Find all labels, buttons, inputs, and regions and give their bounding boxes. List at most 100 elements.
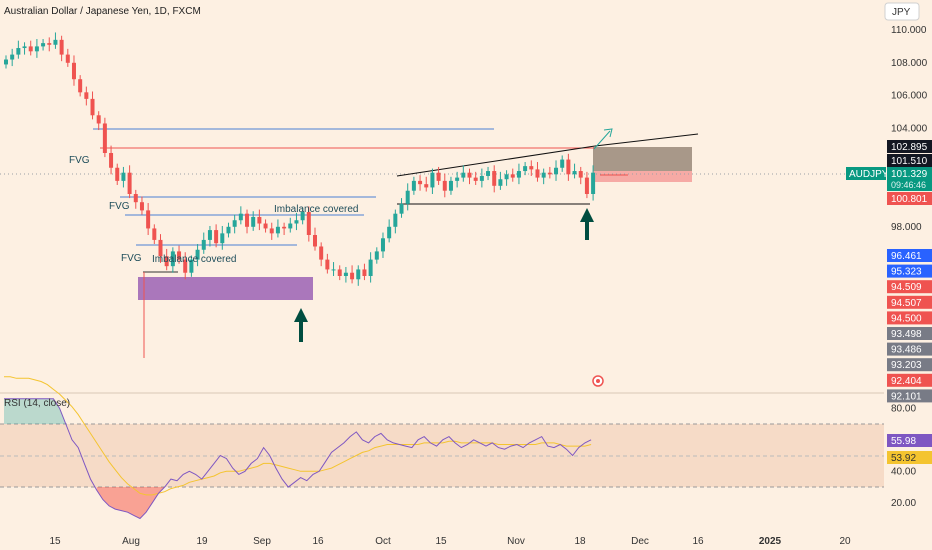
stacked-price-tag-text: 96.461: [891, 251, 922, 262]
stacked-price-tag: [887, 327, 932, 340]
rsi-tick-label: 40.00: [891, 466, 916, 477]
candle-down: [424, 176, 429, 192]
candle-up: [498, 171, 503, 190]
candle-up: [4, 55, 8, 69]
candle-down: [90, 91, 95, 120]
countdown-text: 09:46:46: [891, 180, 926, 190]
candle-up: [399, 198, 404, 218]
fvg-label-2: FVG: [109, 201, 130, 212]
stacked-price-tag: [887, 295, 932, 309]
candle-down: [547, 166, 552, 179]
price-tick-label: 106.000: [891, 91, 928, 102]
candle-up: [430, 168, 435, 194]
candle-up: [486, 166, 491, 181]
candle-down: [319, 242, 324, 267]
candle-up: [516, 163, 521, 185]
candle-down: [84, 86, 89, 106]
rsi-tick-label: 80.00: [891, 403, 916, 414]
time-axis[interactable]: 15 Aug 19 Sep 16 Oct 15 Nov 18 Dec 16 2025 20: [0, 530, 932, 550]
candle-up: [343, 266, 348, 283]
time-tick-label: 2025: [759, 536, 782, 547]
stacked-price-tag-text: 94.500: [891, 313, 922, 324]
time-tick-label: 15: [49, 536, 61, 547]
rsi-ma-tag: [887, 451, 932, 464]
rsi-value-text: 55.98: [891, 436, 916, 447]
candle-down: [313, 227, 317, 251]
candle-up: [461, 165, 466, 182]
candle-down: [133, 189, 138, 209]
price-tag-lower-text: 100.801: [891, 194, 928, 205]
candle-down: [263, 219, 268, 233]
rsi-pane[interactable]: RSI (14, close): [0, 376, 884, 520]
chart-title: Australian Dollar / Japanese Yen, 1D, FX…: [4, 6, 201, 17]
candle-up: [405, 183, 410, 211]
price-pane[interactable]: FVG FVG FVG Imbalance covered Imbalance …: [0, 32, 884, 387]
candle-up: [170, 247, 175, 273]
candle-up: [41, 39, 46, 51]
fvg-label-1: FVG: [69, 155, 90, 166]
candle-up: [554, 160, 559, 181]
candle-up: [411, 176, 416, 195]
rsi-overbought-fill: [4, 398, 66, 424]
price-tick-label: 98.000: [891, 222, 922, 233]
imbalance-label-1: Imbalance covered: [274, 204, 359, 215]
candle-up: [189, 255, 194, 277]
candle-down: [529, 160, 534, 176]
candle-up: [541, 168, 546, 185]
candle-up: [201, 232, 206, 254]
candle-down: [164, 248, 169, 271]
candle-down: [78, 75, 83, 97]
stacked-price-tag-text: 94.507: [891, 298, 922, 309]
pink-zone: [593, 171, 692, 182]
candle-up: [121, 166, 126, 188]
price-tick-label: 104.000: [891, 123, 928, 134]
candle-up: [10, 48, 15, 67]
candle-down: [578, 166, 583, 185]
candle-up: [455, 171, 460, 188]
candle-up: [53, 32, 58, 49]
price-tag-lower: [887, 192, 932, 205]
price-tag-upper-2-text: 101.510: [891, 156, 928, 167]
candle-down: [510, 168, 515, 182]
stacked-price-tag-text: 95.323: [891, 267, 922, 278]
purple-demand-zone: [138, 277, 313, 300]
candle-up: [275, 219, 280, 238]
time-tick-label: 16: [692, 536, 704, 547]
time-tick-label: 19: [196, 536, 208, 547]
candle-down: [467, 168, 472, 185]
candle-down: [71, 55, 76, 86]
candle-up: [220, 225, 225, 250]
candle-up: [251, 211, 256, 231]
candle-up: [572, 163, 577, 179]
stacked-price-tag-text: 92.101: [891, 391, 922, 402]
candle-up: [331, 262, 336, 276]
stacked-price-tag: [887, 249, 932, 262]
candle-up: [393, 209, 398, 234]
currency-button[interactable]: JPY: [884, 2, 920, 21]
symbol-tag: [846, 167, 886, 180]
up-arrow-september: [294, 308, 308, 342]
stacked-price-tag: [887, 280, 932, 294]
candle-down: [269, 222, 274, 240]
price-tick-label: 110.000: [891, 25, 927, 36]
candle-up: [22, 42, 27, 55]
imbalance-label-2: Imbalance covered: [152, 254, 237, 265]
candle-up: [374, 247, 379, 264]
candle-up: [368, 252, 373, 283]
stacked-price-tag-text: 93.498: [891, 329, 922, 340]
stacked-price-tag-text: 94.509: [891, 282, 922, 293]
wedge-upper-line: [396, 145, 596, 177]
stacked-price-tag: [887, 358, 932, 372]
candle-down: [152, 224, 157, 245]
candle-down: [418, 175, 423, 191]
stacked-price-tag-text: 93.486: [891, 345, 922, 356]
time-tick-label: Sep: [253, 536, 271, 547]
time-tick-label: Dec: [631, 536, 649, 547]
price-tag-upper-1-text: 102.895: [891, 142, 928, 153]
candle-down: [59, 35, 64, 62]
candle-down: [96, 111, 101, 131]
candle-up: [560, 155, 565, 172]
event-marker[interactable]: [592, 375, 604, 387]
candle-down: [28, 40, 33, 56]
